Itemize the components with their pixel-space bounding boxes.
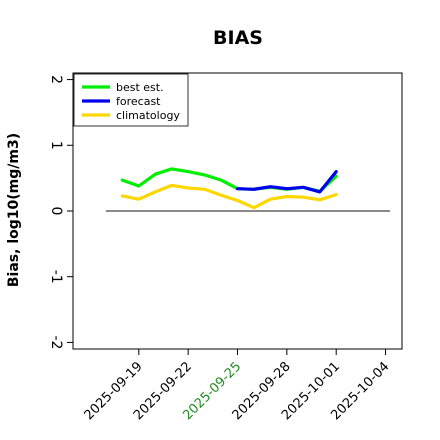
y-tick-label: -1 — [48, 270, 64, 284]
legend-label: forecast — [116, 95, 161, 108]
y-axis-ticks: -2 -1 0 1 2 — [48, 75, 73, 349]
y-tick-label: 2 — [48, 75, 64, 84]
legend-label: climatology — [116, 109, 180, 122]
y-axis-label: Bias, log10(mg/m3) — [6, 133, 22, 287]
series-line-climatology — [120, 183, 338, 210]
y-tick-label: -2 — [48, 335, 64, 349]
legend-label: best est. — [116, 81, 164, 94]
x-axis-ticks: 2025-09-192025-09-222025-09-252025-09-28… — [82, 349, 392, 423]
chart-title: BIAS — [213, 27, 263, 49]
series-line-forecast — [235, 170, 338, 194]
y-tick-label: 1 — [48, 141, 64, 150]
y-tick-label: 0 — [48, 207, 64, 216]
series-layer — [120, 167, 338, 210]
